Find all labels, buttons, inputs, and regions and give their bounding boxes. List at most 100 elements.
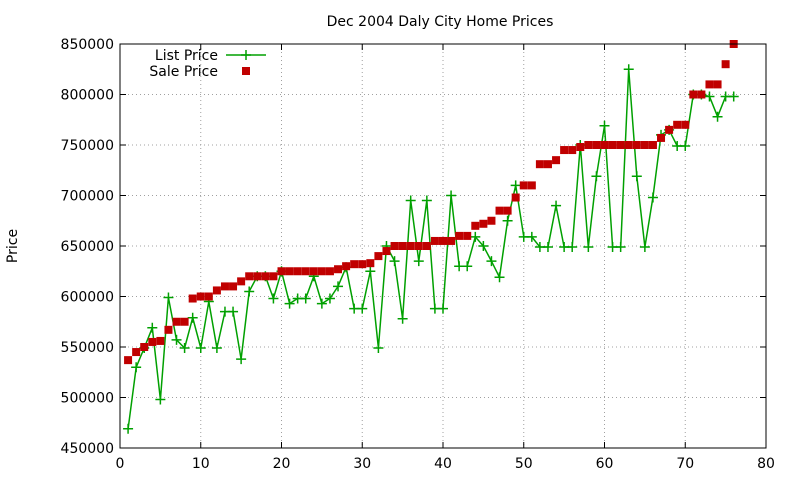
sale-price-point (301, 267, 310, 276)
x-tick-label: 0 (116, 456, 125, 472)
x-tick-label: 30 (353, 456, 371, 472)
sale-price-point (463, 231, 472, 240)
sale-price-point (608, 141, 617, 149)
sale-price-point (293, 267, 302, 276)
sale-price-point (261, 272, 270, 281)
list-price-point (179, 343, 190, 354)
x-tick-label: 20 (273, 456, 291, 472)
y-tick-label: 700000 (61, 189, 114, 205)
sale-price-point (188, 294, 197, 303)
list-price-point (228, 306, 239, 317)
y-axis-ticks: 450000 500000 550000 600000 650000 700000 7500… (61, 37, 766, 457)
sale-price-point (140, 343, 149, 351)
x-tick-label: 60 (596, 456, 614, 472)
sale-price-point (697, 90, 706, 99)
list-price-point (462, 261, 473, 272)
sale-price-point (624, 141, 633, 149)
list-price-point (333, 281, 344, 292)
list-price-point (357, 303, 368, 314)
sale-price-point (543, 160, 552, 169)
x-tick-label: 40 (434, 456, 452, 472)
sale-price-point (382, 247, 391, 256)
sale-price-point (479, 219, 488, 228)
list-price-point (171, 334, 182, 345)
list-price-point (389, 256, 400, 267)
list-price-point (647, 192, 658, 203)
list-price-point (397, 313, 408, 324)
list-price-point (365, 266, 376, 277)
sale-price-point (640, 141, 649, 149)
sale-price-point (406, 242, 415, 250)
list-price-point (155, 394, 166, 405)
sale-price-point (455, 231, 464, 240)
list-price-point (446, 190, 457, 201)
sale-price-point (277, 267, 286, 276)
sale-price-point (503, 206, 512, 215)
sale-price-point (180, 317, 189, 326)
plot-frame (119, 43, 767, 449)
sale-price-point (713, 80, 722, 89)
legend: List Price Sale Price (149, 48, 266, 80)
sale-price-point (212, 286, 221, 295)
list-price-point (599, 120, 610, 131)
sale-price-point (657, 133, 666, 142)
sale-price-point (430, 236, 439, 245)
list-price-point (147, 322, 158, 333)
sale-price-point (309, 267, 318, 276)
sale-price-point (648, 141, 657, 149)
sale-price-point (422, 242, 431, 250)
list-price-point (591, 171, 602, 182)
y-tick-label: 850000 (61, 37, 114, 53)
list-price-point (567, 242, 578, 253)
sale-price-point (721, 60, 730, 69)
sale-price-point (124, 356, 133, 365)
y-tick-label: 800000 (61, 88, 114, 104)
list-price-point (324, 293, 335, 304)
y-tick-label: 750000 (61, 138, 114, 154)
list-price-point (623, 64, 634, 75)
list-price-point (494, 272, 505, 283)
sale-price-point (665, 125, 674, 134)
sale-price-point (253, 272, 262, 281)
sale-price-point (495, 206, 504, 215)
sale-price-point (560, 146, 569, 155)
sale-price-point (689, 90, 698, 99)
sale-price-point (229, 282, 238, 291)
sale-price-point (576, 143, 585, 152)
sale-price-point (616, 141, 625, 149)
sale-price-point (172, 317, 181, 326)
y-tick-label: 650000 (61, 239, 114, 255)
sale-price-point (487, 216, 496, 225)
x-tick-label: 10 (192, 456, 210, 472)
list-price-point (583, 242, 594, 253)
list-price-point (413, 256, 424, 267)
sale-price-point (519, 181, 528, 190)
list-price-point (526, 231, 537, 242)
plot-series (123, 40, 739, 434)
sale-price-point (398, 242, 407, 250)
sale-price-point (204, 292, 213, 301)
list-price-point (373, 343, 384, 354)
sale-price-point (439, 236, 447, 245)
sale-price-point (705, 80, 714, 89)
x-axis-ticks: 0 10 20 30 40 50 60 70 80 (116, 44, 775, 472)
list-price-point (639, 242, 650, 253)
legend-marker-sale-price (242, 67, 250, 75)
sale-price-point (374, 252, 383, 261)
list-price-point (438, 303, 448, 314)
sale-price-point (285, 267, 294, 276)
x-tick-label: 50 (515, 456, 533, 472)
list-price-point (728, 91, 739, 102)
x-tick-label: 80 (757, 456, 775, 472)
sale-price-point (632, 141, 641, 149)
sale-price-point (447, 236, 456, 245)
sale-price-point (334, 265, 343, 274)
sale-price-point (681, 120, 690, 129)
list-price-point (187, 312, 198, 323)
list-price-point (502, 215, 513, 226)
list-price-point (631, 171, 642, 182)
y-tick-label: 600000 (61, 290, 114, 306)
sale-price-point (132, 348, 141, 357)
list-price-point (268, 293, 279, 304)
sale-price-point (156, 336, 165, 345)
